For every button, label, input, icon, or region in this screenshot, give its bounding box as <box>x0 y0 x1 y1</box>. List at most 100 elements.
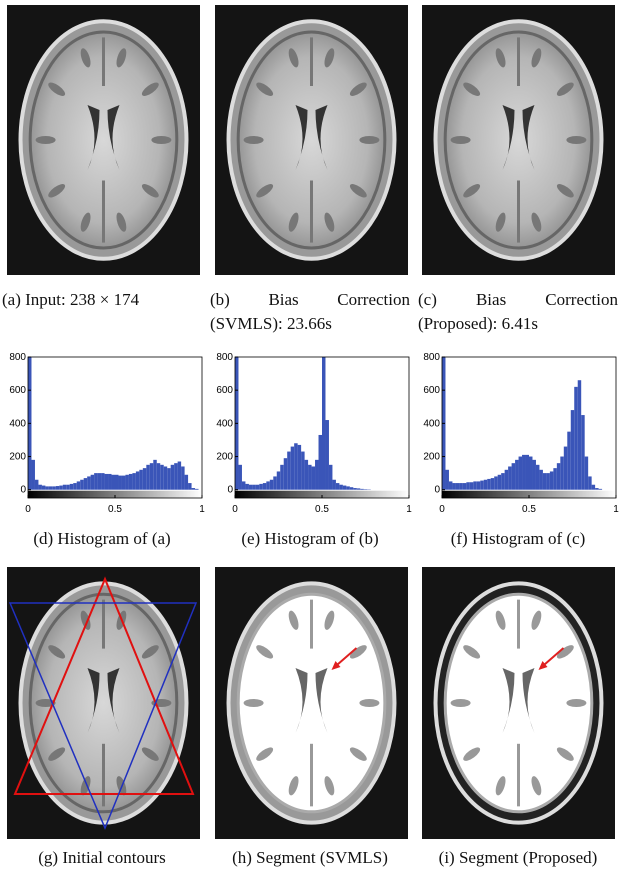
histogram-bar <box>35 480 38 490</box>
histogram-bar <box>80 480 83 490</box>
histogram-bar <box>539 470 542 490</box>
histogram-bar <box>519 457 522 490</box>
histogram-bar <box>63 485 66 490</box>
histogram-bar <box>249 485 252 490</box>
histogram-bar <box>139 470 142 490</box>
histogram-bar <box>132 473 135 490</box>
x-tick-label: 1 <box>613 504 619 515</box>
histogram-bar <box>312 466 315 489</box>
sulcus <box>566 699 586 707</box>
histogram-bar <box>553 468 556 490</box>
y-tick-label: 0 <box>227 485 233 496</box>
y-tick-label: 200 <box>9 452 26 463</box>
histogram-bar <box>129 474 132 490</box>
histogram-bar <box>94 473 97 490</box>
y-tick-label: 0 <box>434 485 440 496</box>
histogram-bar <box>484 480 487 490</box>
caption: (h) Segment (SVMLS) <box>210 846 410 870</box>
sulcus <box>451 699 471 707</box>
y-tick-label: 800 <box>9 352 26 363</box>
histogram-bar <box>557 463 560 490</box>
histogram-bar <box>122 476 125 490</box>
histogram-bar <box>136 471 139 489</box>
histogram-bar <box>357 488 360 489</box>
histogram-bar <box>98 473 101 490</box>
histogram-bar <box>571 410 574 490</box>
histogram-bar <box>477 481 480 489</box>
x-tick-label: 0 <box>232 504 238 515</box>
histogram-bar <box>459 483 462 490</box>
x-tick-label: 0.5 <box>108 504 122 515</box>
histogram-bar <box>360 489 363 490</box>
histogram-bar <box>256 485 259 490</box>
x-tick-label: 1 <box>199 504 205 515</box>
y-tick-label: 600 <box>216 385 233 396</box>
histogram-bar <box>353 488 356 490</box>
histogram-bar <box>242 481 245 489</box>
histogram-bar <box>308 465 311 490</box>
histogram-bar <box>259 484 262 490</box>
histogram-bar <box>42 486 45 490</box>
histogram-bar <box>550 471 553 489</box>
x-tick-label: 0.5 <box>315 504 329 515</box>
histogram-bar <box>343 486 346 490</box>
histogram-bar <box>487 479 490 490</box>
histogram-bar <box>526 455 529 490</box>
histogram-bar <box>350 487 353 489</box>
histogram-bar <box>532 460 535 490</box>
histogram-bar <box>118 476 121 490</box>
histogram-bar <box>466 482 469 489</box>
y-tick-label: 0 <box>20 485 26 496</box>
histogram-bar <box>491 478 494 490</box>
histogram-bar <box>105 474 108 490</box>
histogram-bar <box>515 460 518 490</box>
histogram-bar <box>273 476 276 489</box>
histogram-bar <box>108 474 111 490</box>
histogram-bar <box>31 460 34 490</box>
histogram-bar <box>456 483 459 490</box>
sulcus <box>244 136 264 144</box>
histogram-bar <box>592 485 595 490</box>
x-tick-label: 0 <box>25 504 31 515</box>
histogram-bar <box>77 481 80 489</box>
histogram-bar <box>146 465 149 490</box>
histogram-bar <box>266 481 269 489</box>
histogram-bar <box>115 475 118 490</box>
histogram-bar <box>171 465 174 490</box>
histogram-bar <box>59 486 62 490</box>
histogram-bar <box>574 387 577 490</box>
y-tick-label: 400 <box>9 418 26 429</box>
histogram-bar <box>599 489 602 490</box>
histogram-bar <box>522 455 525 490</box>
sulcus <box>151 136 171 144</box>
histogram-bar <box>322 357 325 490</box>
histogram-bar <box>315 460 318 490</box>
histogram-bar <box>329 465 332 490</box>
histogram-bar <box>564 447 567 490</box>
histogram-bar <box>181 466 184 489</box>
histogram-bar <box>277 471 280 489</box>
histogram-bar <box>494 476 497 489</box>
caption: (e) Histogram of (b) <box>210 527 410 551</box>
histogram-bar <box>263 483 266 490</box>
histogram-bar <box>543 473 546 490</box>
histogram-bar <box>336 483 339 490</box>
histogram-bar <box>470 482 473 489</box>
histogram-bar <box>195 489 198 490</box>
histogram-bar <box>73 483 76 490</box>
histogram-bar <box>287 452 290 490</box>
histogram-bar <box>508 466 511 489</box>
histogram-bar <box>501 473 504 490</box>
histogram-bar <box>546 473 549 490</box>
histogram-bar <box>284 458 287 490</box>
histogram-bar <box>150 463 153 490</box>
histogram-bar <box>578 380 581 489</box>
histogram-bar <box>178 462 181 490</box>
histogram-bar <box>125 475 128 490</box>
histogram-bar <box>192 488 195 490</box>
y-tick-label: 200 <box>423 452 440 463</box>
y-tick-label: 800 <box>423 352 440 363</box>
histogram-bar <box>339 485 342 490</box>
histogram-bar <box>112 475 115 490</box>
sulcus <box>359 136 379 144</box>
